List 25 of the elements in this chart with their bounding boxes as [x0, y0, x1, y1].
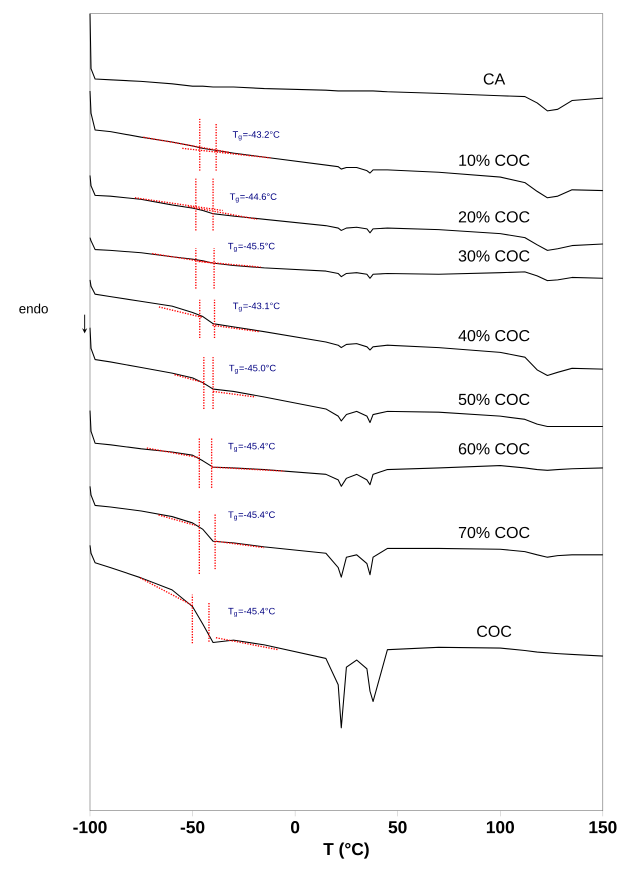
series-label: 10% COC [459, 154, 530, 166]
annotation: T$_{g}$=-43.2°C [232, 131, 280, 140]
x-tick-label: 50 [388, 821, 407, 834]
annotation: T$_{g}$=-45.4°C [228, 442, 275, 452]
x-axis-title: T (°C) [323, 842, 369, 859]
x-tick-label: 0 [290, 821, 300, 834]
annotation: T$_{g}$=-45.4°C [228, 608, 275, 618]
series-label: 20% COC [458, 211, 530, 223]
annotation: T$_{g}$=-45.5°C [228, 242, 275, 252]
annotation: T$_{g}$=-45.0°C [229, 364, 276, 374]
series-label: 50% COC [458, 394, 530, 406]
series-label: CA [484, 73, 506, 85]
series-label: 70% COC [458, 526, 530, 538]
x-tick-label: 100 [486, 821, 514, 834]
x-tick-label: -100 [73, 821, 107, 834]
annotation: T$_{g}$=-43.1°C [232, 302, 280, 312]
x-tick-label: -50 [180, 821, 204, 834]
series-label: COC [477, 626, 512, 637]
x-tick-label: 150 [589, 821, 617, 834]
series-label: 40% COC [458, 330, 530, 342]
series-label: 30% COC [458, 250, 530, 262]
series-label: 60% COC [458, 443, 530, 454]
annotation: T$_{g}$=-45.4°C [228, 511, 275, 521]
annotation: T$_{g}$=-44.6°C [230, 193, 277, 203]
y-axis-title: endo [19, 304, 48, 314]
